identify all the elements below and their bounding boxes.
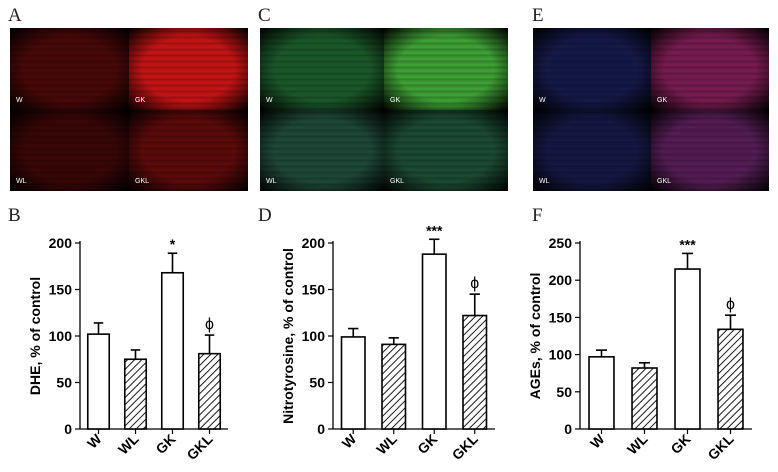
significance-mark: ϕ — [726, 296, 735, 313]
micrograph-a-w: W — [10, 28, 129, 110]
y-tick-label: 150 — [549, 309, 573, 325]
bar-gkl — [717, 328, 744, 430]
significance-mark: *** — [426, 222, 443, 238]
micrograph-group-label: GK — [390, 96, 401, 104]
x-tick-label: GK — [667, 431, 693, 457]
x-tick-label: WL — [624, 430, 651, 457]
panel-label-e: E — [532, 5, 544, 26]
y-tick-label: 0 — [317, 421, 325, 437]
y-tick-label: 150 — [49, 282, 73, 298]
x-tick-label: GKL — [704, 430, 737, 463]
x-tick-label: W — [587, 430, 608, 451]
panel-label-f: F — [532, 205, 543, 226]
panel-label-a: A — [8, 5, 22, 26]
y-tick-label: 50 — [56, 375, 72, 391]
panel-label-c: C — [258, 5, 271, 26]
significance-mark: ϕ — [205, 316, 214, 333]
panel-label-d: D — [258, 205, 272, 226]
micrograph-e-gkl: GKL — [651, 109, 769, 191]
panel-label-b: B — [8, 205, 21, 226]
micrograph-group-label: WL — [16, 178, 27, 185]
micrograph-group-label: WL — [266, 178, 277, 185]
bar-gk — [674, 268, 701, 430]
micrograph-panel-c: W GK WL GKL — [260, 28, 508, 191]
micrograph-group-label: WL — [539, 178, 550, 185]
micrograph-group-label: GKL — [390, 178, 405, 185]
x-tick-label: W — [339, 430, 360, 451]
micrograph-c-wl: WL — [260, 109, 384, 191]
y-axis-label: AGEs, % of control — [527, 273, 543, 400]
micrograph-a-gkl: GKL — [129, 109, 248, 191]
x-tick-label: W — [84, 430, 105, 451]
y-tick-label: 100 — [549, 347, 573, 363]
micrograph-a-gk: GK — [129, 28, 248, 110]
y-axis-label: DHE, % of control — [27, 277, 43, 395]
significance-mark: * — [170, 236, 176, 252]
micrograph-c-w: W — [260, 28, 384, 110]
bar-wl — [381, 343, 407, 430]
micrograph-group-label: GKL — [657, 178, 672, 185]
bar-chart-dhe: 0 50 100 150 200 DHE, % of control W WL * GK ϕ GKL — [27, 235, 228, 463]
micrograph-group-label: GKL — [135, 178, 150, 185]
bar-w — [588, 356, 615, 430]
bar-gk — [160, 271, 185, 430]
micrograph-e-gk: GK — [651, 28, 769, 110]
micrograph-panel-e: W GK WL GKL — [533, 28, 769, 191]
micrograph-c-gk: GK — [384, 28, 508, 110]
micrograph-group-label: W — [539, 96, 546, 104]
y-tick-label: 150 — [302, 282, 326, 298]
micrograph-group-label: GK — [135, 96, 146, 104]
significance-mark: *** — [679, 236, 696, 252]
bar-gkl — [462, 314, 488, 430]
micrograph-group-label: GK — [657, 96, 668, 104]
significance-mark: ϕ — [470, 275, 479, 292]
y-tick-label: 0 — [564, 421, 572, 437]
x-tick-label: WL — [373, 430, 400, 457]
bar-w — [340, 336, 366, 430]
bar-wl — [631, 367, 658, 430]
y-tick-label: 0 — [64, 421, 72, 437]
micrograph-group-label: W — [266, 96, 273, 104]
y-tick-label: 100 — [302, 328, 326, 344]
y-axis-label: Nitrotyrosine, % of control — [280, 248, 296, 424]
y-tick-label: 50 — [556, 384, 572, 400]
bar-chart-ages: 0 50 100 150 200 250 AGEs, % of control W WL *** G… — [527, 235, 752, 463]
micrograph-e-w: W — [533, 28, 651, 110]
micrograph-group-label: W — [16, 96, 23, 104]
bar-chart-nitrotyrosine: 0 50 100 150 200 Nitrotyrosine, % of control W… — [280, 222, 495, 463]
bar-gkl — [197, 352, 222, 430]
y-tick-label: 250 — [549, 235, 573, 251]
x-tick-label: GKL — [449, 430, 482, 463]
y-tick-label: 50 — [309, 375, 325, 391]
x-tick-label: GK — [152, 431, 178, 457]
y-tick-label: 100 — [49, 328, 73, 344]
x-tick-label: GKL — [183, 430, 216, 463]
y-tick-label: 200 — [549, 272, 573, 288]
y-tick-label: 200 — [49, 235, 73, 251]
micrograph-a-wl: WL — [10, 109, 129, 191]
bar-w — [86, 333, 111, 430]
x-tick-label: GK — [414, 431, 440, 457]
micrograph-c-gkl: GKL — [384, 109, 508, 191]
bar-wl — [123, 358, 148, 430]
micrograph-panel-a: W GK WL GKL — [10, 28, 248, 191]
y-tick-label: 200 — [302, 235, 326, 251]
x-tick-label: WL — [115, 430, 142, 457]
micrograph-e-wl: WL — [533, 109, 651, 191]
bar-gk — [421, 253, 447, 430]
